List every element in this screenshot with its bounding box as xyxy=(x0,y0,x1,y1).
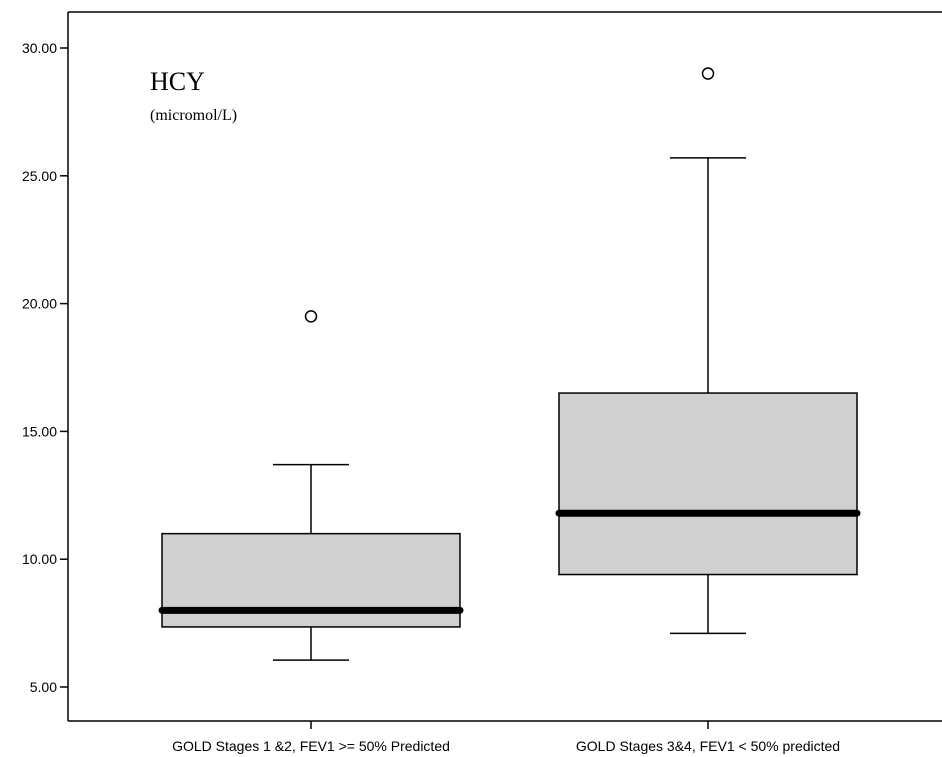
y-tick-label: 10.00 xyxy=(22,551,57,567)
chart-title: HCY xyxy=(150,67,205,96)
boxes xyxy=(158,67,861,661)
x-tick-label: GOLD Stages 1 &2, FEV1 >= 50% Predicted xyxy=(172,738,450,754)
y-tick-label: 20.00 xyxy=(22,296,57,312)
chart-subtitle: (micromol/L) xyxy=(150,107,237,124)
y-tick-label: 15.00 xyxy=(22,423,57,439)
box-iqr xyxy=(558,392,858,576)
y-tick-label: 30.00 xyxy=(22,40,57,56)
x-tick-label: GOLD Stages 3&4, FEV1 < 50% predicted xyxy=(576,738,840,754)
box-group xyxy=(555,67,861,635)
outlier-point xyxy=(701,67,715,80)
outlier-point xyxy=(304,310,318,323)
y-tick-label: 25.00 xyxy=(22,168,57,184)
y-tick-label: 5.00 xyxy=(30,679,57,695)
x-ticks: GOLD Stages 1 &2, FEV1 >= 50% Predicted G… xyxy=(172,721,840,754)
box-group xyxy=(158,310,464,661)
y-ticks: 5.00 10.00 15.00 20.00 25.00 30.00 xyxy=(22,40,68,695)
